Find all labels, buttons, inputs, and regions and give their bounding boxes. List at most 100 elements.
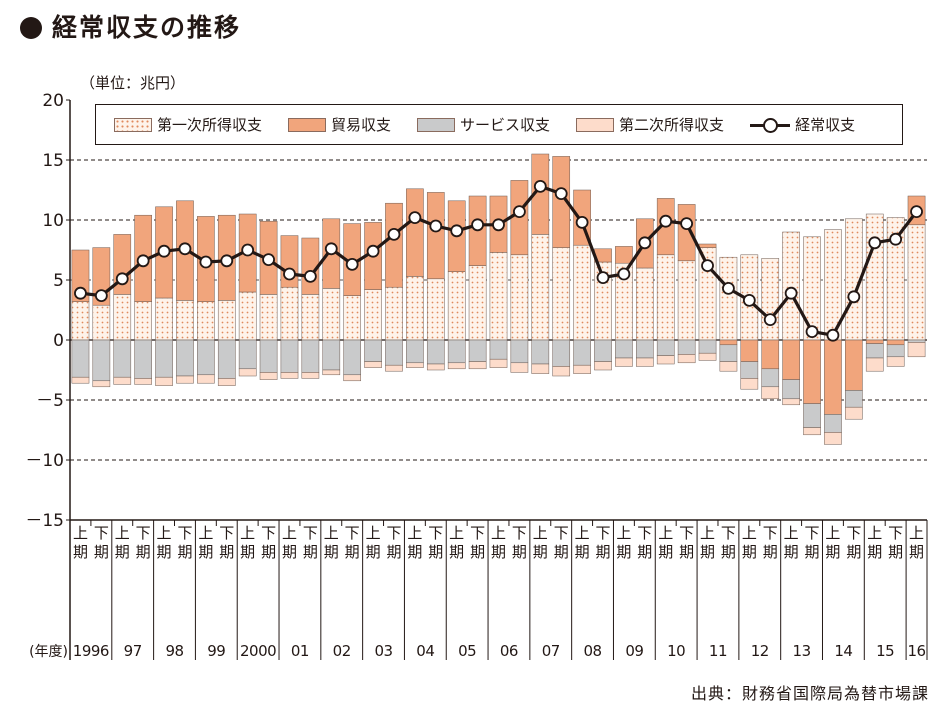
year-label: 2000 [240, 642, 276, 660]
x-tick-label-half: 下 [219, 524, 234, 542]
bar-services [155, 339, 173, 378]
bar-primary-income [447, 271, 466, 341]
source-note: 出典：財務省国際局為替市場課 [690, 684, 929, 703]
x-tick-label-half: 期 [616, 543, 631, 561]
x-tick-label-half: 期 [554, 543, 569, 561]
bar-secondary-income [719, 361, 738, 372]
x-tick-label-half: 上 [700, 524, 715, 542]
bar-services [552, 339, 571, 367]
bar-secondary-income [217, 378, 236, 386]
year-label: 10 [667, 642, 685, 660]
bar-services [426, 339, 445, 365]
year-label: 13 [793, 642, 811, 660]
x-tick-label-half: 期 [366, 543, 381, 561]
current-account-point [680, 217, 694, 231]
current-account-point [784, 286, 798, 300]
x-tick-label-half: 下 [303, 524, 318, 542]
legend: 第一次所得収支 貿易収支 サービス収支 第二次所得収支 経常収支 [95, 104, 903, 145]
bar-services [301, 339, 320, 373]
bar-secondary-income [259, 372, 278, 380]
legend-item-trade: 貿易収支 [288, 114, 391, 135]
x-tick-label-half: 下 [888, 524, 903, 542]
bar-secondary-income [197, 374, 215, 384]
x-tick-label-half: 期 [909, 543, 924, 561]
current-account-point [157, 244, 171, 258]
x-tick-label-half: 期 [177, 543, 192, 561]
bar-secondary-income [886, 356, 905, 367]
x-tick-label-half: 期 [198, 543, 213, 561]
bar-services [176, 339, 194, 377]
bar-services [385, 339, 403, 366]
x-tick-label-half: 上 [575, 524, 590, 542]
bar-secondary-income [468, 361, 487, 370]
bar-primary-income [176, 300, 194, 341]
bar-services [635, 339, 654, 359]
x-tick-label-half: 下 [512, 524, 527, 542]
current-account-point [638, 236, 652, 250]
current-account-point [262, 253, 275, 267]
bar-primary-income [322, 288, 341, 341]
x-tick-label-half: 期 [386, 543, 401, 561]
bar-secondary-income [698, 352, 717, 361]
y-tick-label: －10 [25, 451, 64, 471]
x-tick-label-half: 期 [470, 543, 485, 561]
x-tick-label-half: 下 [386, 524, 401, 542]
bar-services [468, 339, 487, 362]
year-label: 15 [876, 642, 894, 660]
bar-trade [886, 339, 905, 346]
bar-trade [719, 339, 738, 346]
bar-services [594, 339, 612, 362]
x-tick-label-half: 期 [115, 543, 130, 561]
bar-trade [845, 339, 863, 391]
bar-primary-income [217, 300, 236, 341]
bar-secondary-income [92, 380, 111, 388]
current-account-point [492, 218, 505, 232]
current-account-point [178, 242, 192, 256]
bar-primary-income [364, 289, 382, 341]
bar-secondary-income [573, 364, 591, 374]
x-tick-label-half: 期 [679, 543, 694, 561]
x-tick-label-half: 期 [240, 543, 255, 561]
bar-primary-income [238, 291, 257, 341]
x-tick-label-half: 下 [846, 524, 861, 542]
bar-secondary-income [510, 362, 529, 373]
x-tick-label-half: 期 [73, 543, 88, 561]
current-account-point [554, 187, 568, 201]
bar-services [573, 339, 591, 366]
bar-secondary-income [782, 398, 800, 406]
current-account-point [847, 290, 861, 304]
legend-label-services: サービス収支 [460, 116, 551, 134]
bar-secondary-income [71, 376, 90, 384]
x-tick-label-half: 期 [742, 543, 757, 561]
bar-secondary-income [552, 366, 571, 377]
x-tick-label-half: 期 [700, 543, 715, 561]
bar-secondary-income [907, 342, 926, 358]
x-tick-label-half: 下 [261, 524, 276, 542]
x-tick-label-half: 下 [345, 524, 360, 542]
bar-trade [761, 339, 780, 370]
bar-primary-income [343, 295, 362, 341]
x-tick-label-half: 下 [721, 524, 736, 542]
x-tick-label-half: 上 [533, 524, 548, 542]
bar-services [134, 339, 152, 379]
bar-primary-income [656, 254, 675, 341]
x-tick-label-half: 上 [658, 524, 673, 542]
current-account-point [659, 214, 673, 228]
year-label: 06 [500, 642, 518, 660]
y-tick-label: －15 [25, 511, 64, 531]
year-label: 97 [124, 642, 142, 660]
x-tick-label-half: 期 [136, 543, 151, 561]
bar-primary-income [426, 278, 445, 341]
bar-services [280, 339, 299, 373]
bar-secondary-income [447, 362, 466, 370]
year-axis-label: (年度) [29, 644, 68, 660]
y-tick-label: 5 [53, 271, 64, 291]
bar-secondary-income [238, 368, 257, 377]
bar-primary-income [510, 254, 529, 341]
x-tick-label-half: 上 [784, 524, 799, 542]
bar-primary-income [468, 265, 487, 341]
bar-primary-income [865, 213, 884, 341]
current-account-point [429, 219, 443, 233]
bar-primary-income [301, 294, 320, 341]
current-account-point [303, 269, 317, 283]
